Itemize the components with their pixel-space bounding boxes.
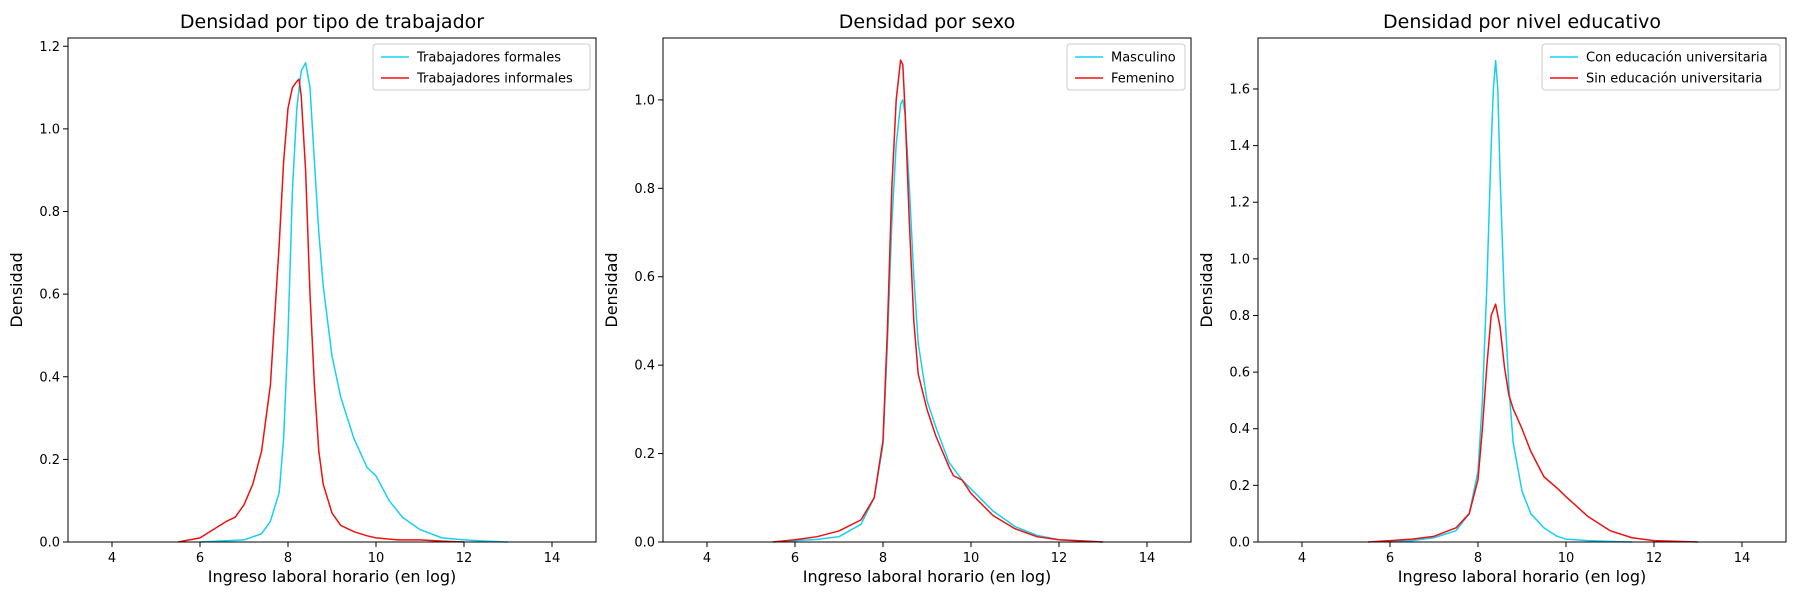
y-tick-label: 0.4 — [1229, 422, 1250, 437]
x-tick-label: 14 — [1734, 551, 1751, 566]
legend: Masculino Femenino — [1066, 43, 1186, 91]
x-axis-label: Ingreso laboral horario (en log) — [208, 567, 457, 586]
y-tick-label: 1.0 — [39, 122, 60, 137]
x-tick-label: 10 — [963, 551, 980, 566]
y-tick-label: 0.6 — [1229, 366, 1250, 381]
chart-title: Densidad por tipo de trabajador — [180, 11, 484, 33]
chart-title: Densidad por sexo — [839, 11, 1015, 33]
plot-frame — [1257, 37, 1787, 543]
x-tick-label: 14 — [544, 551, 561, 566]
series-line-2 — [1367, 303, 1699, 543]
legend-box — [372, 43, 591, 91]
y-tick-label: 0.6 — [39, 288, 60, 303]
x-tick-label: 8 — [284, 551, 292, 566]
legend-label: Con educación universitaria — [1586, 51, 1768, 66]
x-tick-label: 14 — [1139, 551, 1156, 566]
x-tick-label: 8 — [1474, 551, 1482, 566]
y-tick-label: 1.4 — [1229, 139, 1250, 154]
y-axis-label: Densidad — [7, 252, 26, 327]
y-tick-label: 0.4 — [39, 370, 60, 385]
legend-box — [1541, 43, 1781, 91]
x-tick-label: 6 — [1386, 551, 1394, 566]
y-tick-label: 0.0 — [39, 536, 60, 551]
y-tick-label: 0.4 — [634, 359, 655, 374]
y-tick-label: 1.2 — [1229, 196, 1250, 211]
y-axis-label: Densidad — [602, 252, 621, 327]
chart-panel-3: 4 6 8 10 12 14 0.0 0.2 0.4 0.6 0.8 1.0 1.2 1.4 1.6 Dens… — [1197, 11, 1787, 586]
y-tick-label: 0.2 — [634, 447, 655, 462]
legend-label: Masculino — [1111, 51, 1176, 66]
y-axis-label: Densidad — [1197, 252, 1216, 327]
x-tick-label: 8 — [879, 551, 887, 566]
series-line-2 — [772, 59, 1104, 543]
chart-title: Densidad por nivel educativo — [1383, 11, 1661, 33]
plot-frame — [67, 37, 597, 543]
chart-panel-1: 4 6 8 10 12 14 0.0 0.2 0.4 0.6 0.8 1.0 1.2 Densidad p… — [7, 11, 597, 586]
series-line-2 — [177, 78, 465, 543]
y-tick-label: 0.0 — [634, 536, 655, 551]
x-tick-label: 12 — [1051, 551, 1068, 566]
y-tick-label: 0.2 — [1229, 479, 1250, 494]
y-tick-label: 1.0 — [1229, 252, 1250, 267]
series-line-1 — [1389, 59, 1633, 543]
y-tick-label: 1.2 — [39, 40, 60, 55]
x-tick-label: 6 — [791, 551, 799, 566]
x-tick-label: 10 — [1558, 551, 1575, 566]
chart-panel-2: 4 6 8 10 12 14 0.0 0.2 0.4 0.6 0.8 1.0 Densidad por … — [602, 11, 1192, 586]
y-tick-label: 1.6 — [1229, 82, 1250, 97]
x-tick-label: 12 — [456, 551, 473, 566]
x-axis-label: Ingreso laboral horario (en log) — [1398, 567, 1647, 586]
legend: Trabajadores formales Trabajadores inform… — [372, 43, 591, 91]
y-tick-label: 0.8 — [634, 182, 655, 197]
series-line-1 — [199, 62, 509, 543]
legend-label: Sin educación universitaria — [1586, 72, 1762, 87]
legend-label: Trabajadores formales — [416, 51, 561, 66]
y-tick-label: 0.8 — [1229, 309, 1250, 324]
x-tick-label: 4 — [108, 551, 116, 566]
x-tick-label: 4 — [1298, 551, 1306, 566]
legend-label: Femenino — [1111, 72, 1175, 87]
y-tick-label: 0.0 — [1229, 536, 1250, 551]
legend-label: Trabajadores informales — [416, 72, 573, 87]
x-tick-label: 6 — [196, 551, 204, 566]
legend: Con educación universitaria Sin educación… — [1541, 43, 1781, 91]
y-tick-label: 0.2 — [39, 453, 60, 468]
x-tick-label: 4 — [703, 551, 711, 566]
y-tick-label: 1.0 — [634, 93, 655, 108]
x-axis-label: Ingreso laboral horario (en log) — [803, 567, 1052, 586]
series-line-1 — [772, 99, 1104, 543]
x-tick-label: 12 — [1646, 551, 1663, 566]
x-tick-label: 10 — [368, 551, 385, 566]
y-tick-label: 0.6 — [634, 270, 655, 285]
plot-frame — [662, 37, 1192, 543]
y-tick-label: 0.8 — [39, 205, 60, 220]
